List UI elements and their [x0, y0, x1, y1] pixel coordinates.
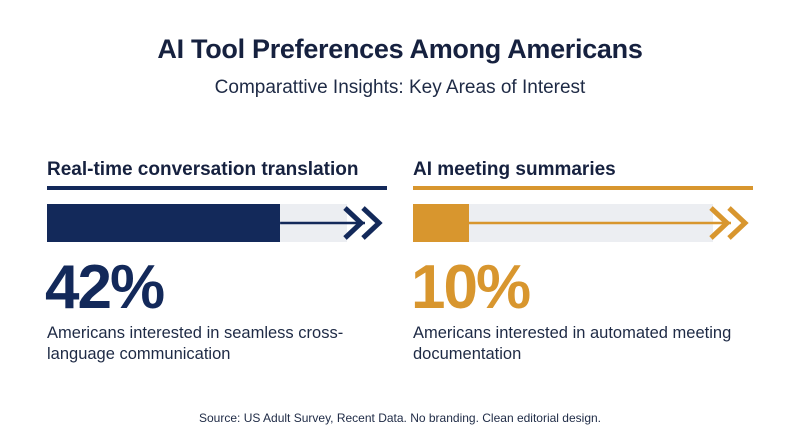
panel-rule [413, 186, 753, 190]
chevron-1 [343, 206, 365, 240]
source-note: Source: US Adult Survey, Recent Data. No… [199, 411, 601, 425]
bar-fill [47, 204, 281, 242]
bar-fill [413, 204, 469, 242]
panel-rule [47, 186, 387, 190]
percentage-value: 10% [411, 253, 531, 322]
page-subtitle: Comparattive Insights: Key Areas of Inte… [214, 77, 586, 98]
panel-title: AI meeting summaries [413, 159, 616, 180]
chevron-1 [709, 206, 731, 240]
bar-track [413, 204, 713, 242]
percentage-value: 42% [45, 253, 165, 322]
stat-panel-translation: Real-time conversation translation 42% A… [45, 157, 387, 377]
chevron-2 [361, 206, 383, 240]
double-chevron-arrow-icon [280, 206, 383, 240]
double-chevron-arrow-icon [468, 206, 749, 240]
page-title: AI Tool Preferences Among Americans [157, 34, 643, 64]
panel-description: Americans interested in seamless cross-l… [47, 324, 344, 363]
stat-panel-meeting-summaries: AI meeting summaries 10% Americans inter… [411, 157, 753, 377]
panel-title: Real-time conversation translation [47, 159, 359, 180]
chevron-2 [727, 206, 749, 240]
panel-description: Americans interested in automated meetin… [413, 324, 732, 363]
